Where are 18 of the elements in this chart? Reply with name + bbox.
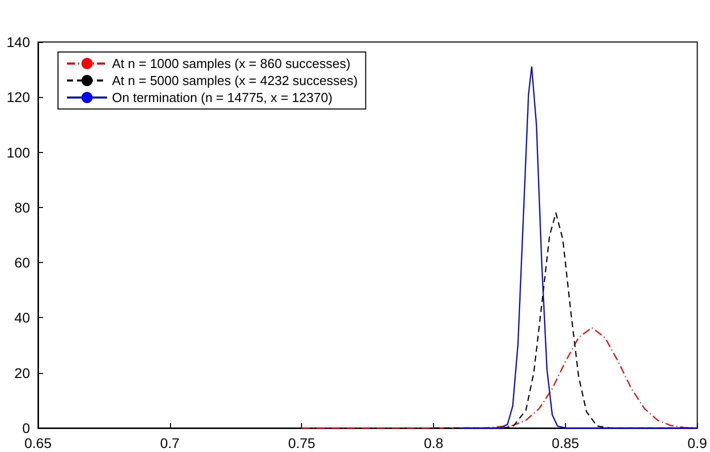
- y-tick-label: 140: [6, 34, 30, 50]
- y-tick-label: 20: [14, 364, 30, 381]
- y-tick-label: 60: [14, 254, 30, 271]
- x-tick-label: 0.65: [24, 435, 52, 451]
- x-tick-label: 0.85: [552, 435, 580, 451]
- legend-label: At n = 1000 samples (x = 860 successes): [112, 56, 350, 71]
- x-tick-label: 0.9: [688, 435, 708, 451]
- x-tick-label: 0.8: [424, 435, 444, 451]
- y-tick-label: 120: [6, 89, 30, 106]
- legend-label: On termination (n = 14775, x = 12370): [112, 90, 332, 105]
- y-tick-label: 0: [22, 420, 30, 436]
- x-tick-label: 0.7: [160, 435, 180, 451]
- y-tick-label: 100: [6, 144, 30, 160]
- y-tick-label: 80: [14, 199, 30, 216]
- legend-label: At n = 5000 samples (x = 4232 successes): [112, 73, 358, 88]
- line-series: [459, 66, 698, 429]
- y-tick-label: 40: [14, 310, 30, 326]
- x-tick-label: 0.75: [288, 435, 316, 451]
